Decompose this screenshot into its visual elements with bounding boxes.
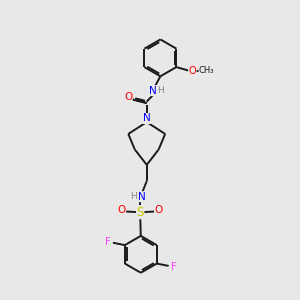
Text: O: O (117, 205, 126, 215)
Text: F: F (105, 236, 111, 247)
Text: H: H (157, 86, 164, 95)
Text: H: H (130, 192, 137, 201)
Text: O: O (189, 66, 196, 76)
Text: O: O (155, 205, 163, 215)
Text: N: N (149, 85, 157, 96)
Text: N: N (138, 192, 146, 202)
Text: S: S (136, 206, 144, 219)
Text: N: N (143, 113, 151, 124)
Text: CH₃: CH₃ (199, 66, 214, 75)
Text: F: F (171, 262, 177, 272)
Text: O: O (124, 92, 132, 102)
